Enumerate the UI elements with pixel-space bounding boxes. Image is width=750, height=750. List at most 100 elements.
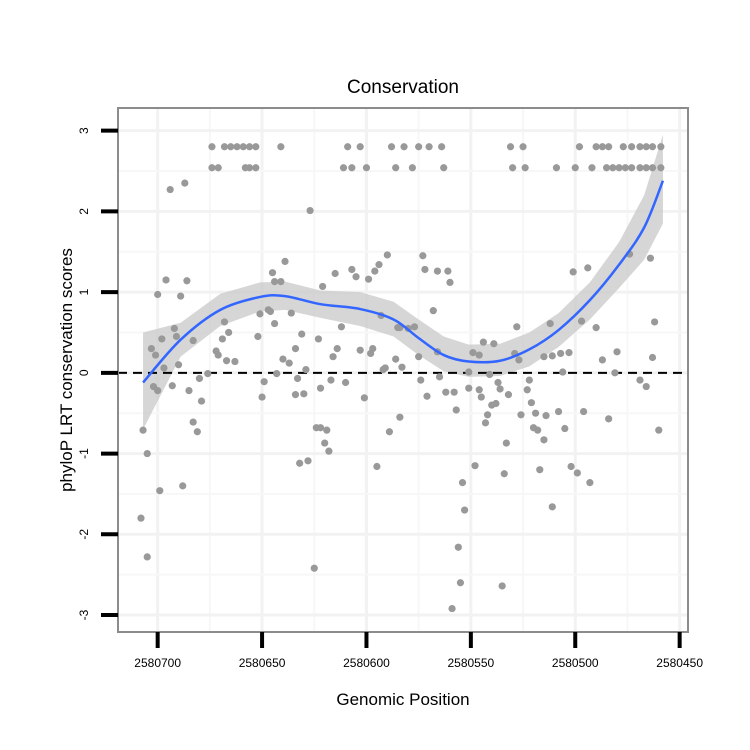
data-point bbox=[158, 335, 166, 343]
data-point bbox=[415, 353, 423, 361]
data-point bbox=[252, 143, 260, 151]
data-point bbox=[214, 351, 222, 359]
data-point bbox=[321, 439, 329, 447]
x-tick-label: 2580650 bbox=[239, 656, 286, 670]
data-point bbox=[371, 267, 379, 275]
data-point bbox=[410, 323, 419, 331]
data-point bbox=[319, 282, 327, 291]
smooth-curve bbox=[142, 180, 665, 384]
data-point bbox=[310, 564, 318, 572]
data-point bbox=[592, 324, 600, 332]
data-point bbox=[515, 356, 523, 364]
data-point bbox=[567, 462, 575, 471]
data-point bbox=[314, 335, 323, 343]
data-point bbox=[557, 349, 565, 358]
data-point bbox=[527, 399, 536, 407]
data-point bbox=[609, 164, 617, 172]
data-point bbox=[492, 399, 500, 408]
data-point bbox=[636, 164, 644, 172]
data-point bbox=[536, 466, 544, 474]
data-point bbox=[379, 365, 387, 374]
data-point bbox=[619, 143, 627, 151]
data-point bbox=[506, 143, 515, 151]
data-point bbox=[151, 351, 160, 359]
data-point bbox=[300, 390, 308, 398]
data-point bbox=[189, 418, 197, 426]
data-point bbox=[565, 349, 573, 357]
data-point bbox=[448, 604, 456, 613]
data-point bbox=[490, 340, 498, 348]
data-point bbox=[373, 462, 381, 471]
data-point bbox=[475, 351, 483, 359]
data-point bbox=[254, 332, 262, 341]
y-tick-label: -2 bbox=[77, 529, 91, 540]
data-point bbox=[477, 393, 485, 401]
data-point bbox=[177, 292, 185, 300]
data-point bbox=[260, 378, 268, 386]
data-point bbox=[170, 324, 178, 333]
data-point bbox=[509, 164, 517, 172]
data-point bbox=[525, 376, 533, 384]
data-point bbox=[523, 386, 531, 394]
data-point bbox=[577, 317, 586, 325]
data-point bbox=[344, 143, 352, 151]
data-point bbox=[277, 143, 285, 151]
data-point bbox=[220, 318, 229, 326]
data-point bbox=[584, 264, 592, 272]
data-point bbox=[268, 269, 277, 277]
y-tick-label: 1 bbox=[77, 288, 91, 295]
data-point bbox=[657, 143, 665, 151]
data-point bbox=[521, 164, 529, 172]
data-point bbox=[189, 336, 197, 345]
data-point bbox=[452, 406, 460, 414]
data-point bbox=[559, 368, 567, 376]
data-point bbox=[531, 409, 540, 417]
data-point bbox=[252, 164, 260, 172]
data-point bbox=[341, 378, 350, 387]
data-point bbox=[498, 582, 506, 590]
data-point bbox=[469, 349, 477, 357]
data-point bbox=[273, 370, 281, 378]
data-point bbox=[398, 363, 406, 371]
x-axis: 2580700 2580650 2580600 2580550 2580500 25804… bbox=[134, 632, 703, 670]
data-point bbox=[385, 428, 394, 436]
data-point bbox=[306, 206, 314, 215]
data-point bbox=[454, 543, 462, 551]
data-point bbox=[245, 164, 254, 172]
data-point bbox=[442, 388, 450, 396]
data-point bbox=[471, 462, 479, 470]
data-point bbox=[277, 277, 285, 286]
data-point bbox=[156, 487, 164, 495]
data-point bbox=[548, 352, 556, 360]
data-point bbox=[214, 164, 222, 172]
data-point bbox=[285, 359, 293, 367]
data-point bbox=[540, 436, 548, 444]
data-point bbox=[172, 332, 181, 341]
data-point bbox=[642, 164, 650, 172]
data-point bbox=[239, 143, 247, 151]
data-point bbox=[400, 143, 408, 151]
confidence-band bbox=[143, 134, 663, 430]
x-tick-label: 2580550 bbox=[447, 656, 494, 670]
data-point bbox=[266, 307, 275, 316]
data-point bbox=[392, 355, 400, 363]
data-point bbox=[580, 407, 588, 416]
data-point bbox=[327, 376, 335, 384]
data-point bbox=[655, 426, 663, 434]
data-points bbox=[137, 143, 665, 613]
data-point bbox=[356, 346, 364, 354]
data-point bbox=[615, 164, 623, 172]
x-tick-label: 2580500 bbox=[552, 656, 599, 670]
data-point bbox=[561, 424, 569, 433]
data-point bbox=[339, 164, 348, 172]
data-point bbox=[323, 426, 331, 434]
data-point bbox=[598, 356, 606, 364]
data-point bbox=[383, 251, 391, 259]
data-point bbox=[450, 388, 458, 396]
data-point bbox=[602, 164, 611, 172]
data-point bbox=[419, 252, 427, 260]
data-point bbox=[646, 254, 655, 262]
data-point bbox=[417, 376, 425, 384]
data-point bbox=[575, 143, 584, 151]
